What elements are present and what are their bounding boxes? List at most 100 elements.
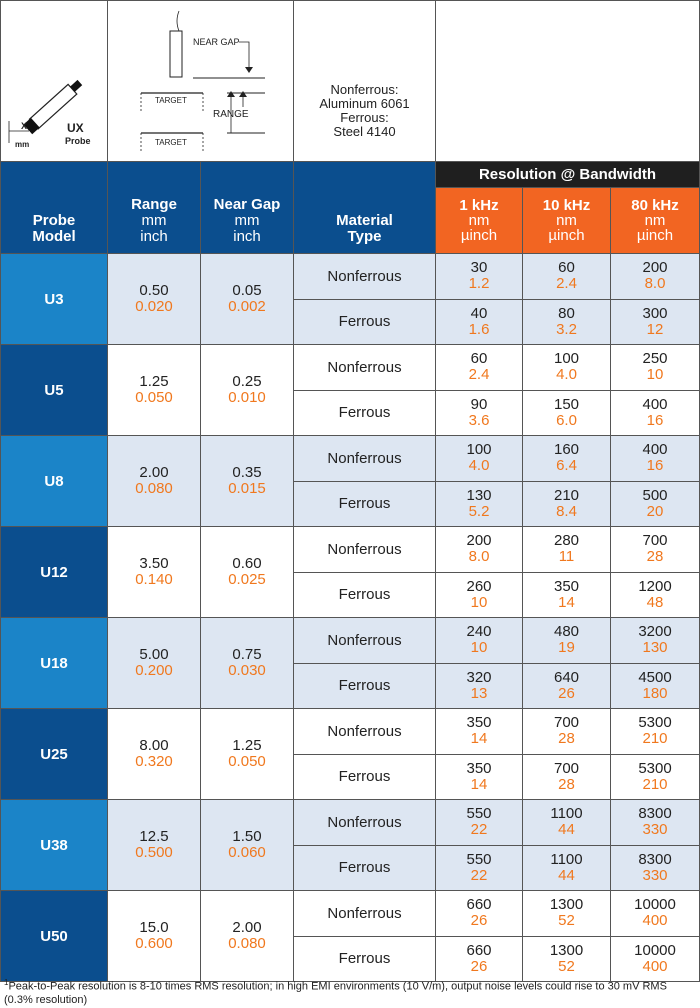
- value-imperial: 0.320: [135, 753, 173, 770]
- value-metric: 1.25: [139, 373, 169, 390]
- value-imperial: 0.050: [228, 753, 266, 770]
- resolution-cell: 1100 44: [522, 844, 611, 891]
- value-metric: 660: [466, 896, 492, 914]
- resolution-cell: 1200 48: [609, 571, 700, 618]
- value-imperial: 10: [646, 366, 664, 384]
- resolution-cell: 10000 400: [609, 890, 700, 937]
- range-cell: 3.50 0.140: [107, 526, 201, 618]
- col-near-gap: Near Gap mm inch: [200, 161, 294, 254]
- range-cell: 2.00 0.080: [107, 435, 201, 527]
- near-gap-cell: 1.25 0.050: [200, 708, 294, 800]
- freq-unit-uinch: µinch: [548, 227, 585, 244]
- resolution-cell: 250 10: [609, 344, 700, 391]
- resolution-cell: 150 6.0: [522, 389, 611, 436]
- resolution-cell: 200 8.0: [609, 253, 700, 300]
- value-metric: 5300: [638, 714, 672, 732]
- near-gap-cell: 0.25 0.010: [200, 344, 294, 436]
- material-cell: Nonferrous: [293, 344, 436, 391]
- probe-model-cell: U3: [0, 253, 108, 345]
- col-material: Material Type: [293, 161, 436, 254]
- value-metric: 80: [558, 304, 575, 322]
- value-imperial: 0.060: [228, 844, 266, 861]
- value-metric: 0.75: [232, 646, 262, 663]
- value-metric: 0.25: [232, 373, 262, 390]
- footnote-text: Peak-to-Peak resolution is 8-10 times RM…: [4, 980, 667, 1006]
- material-cell: Ferrous: [293, 389, 436, 436]
- range-cell: 8.00 0.320: [107, 708, 201, 800]
- material-note-line1: Nonferrous:: [330, 82, 399, 97]
- target-label-2: TARGET: [155, 138, 187, 147]
- value-metric: 1300: [549, 896, 584, 914]
- table-row: U12 3.50 0.140 0.60 0.025 Nonferrous 200 8.0 280…: [0, 526, 700, 618]
- resolution-cell: 240 10: [435, 617, 523, 664]
- freq-unit-uinch: µinch: [636, 227, 674, 244]
- value-metric: 130: [466, 486, 492, 504]
- gap-diagram-cell: NEAR GAP TARGET RANGE: [107, 0, 294, 162]
- material-cell: Nonferrous: [293, 708, 436, 755]
- value-imperial: 0.140: [135, 571, 173, 588]
- value-metric: 250: [642, 350, 668, 368]
- value-metric: 90: [470, 395, 488, 413]
- resolution-cell: 10000 400: [609, 935, 700, 982]
- resolution-cell: 60 2.4: [522, 253, 611, 300]
- value-imperial: 20: [646, 502, 664, 520]
- range-label: RANGE: [213, 109, 249, 120]
- material-cell: Nonferrous: [293, 890, 436, 937]
- value-metric: 200: [466, 532, 492, 550]
- value-imperial: 210: [642, 775, 668, 793]
- value-metric: 30: [470, 259, 488, 277]
- value-imperial: 19: [558, 639, 575, 657]
- range-cell: 5.00 0.200: [107, 617, 201, 709]
- table-row: U25 8.00 0.320 1.25 0.050 Nonferrous 350 14 700 2…: [0, 708, 700, 800]
- table-row: Ferrous 90 3.6 150 6.0 400 16: [1, 389, 700, 436]
- value-imperial: 130: [642, 639, 668, 657]
- value-metric: 2.00: [139, 464, 169, 481]
- value-metric: 160: [553, 441, 580, 459]
- value-imperial: 0.050: [135, 389, 173, 406]
- table-row: U18 5.00 0.200 0.75 0.030 Nonferrous 240 10 480 1…: [0, 617, 700, 709]
- probe-diagram-cell: X mm UX Probe: [0, 0, 108, 162]
- value-metric: 1.25: [232, 737, 262, 754]
- resolution-cell: 350 14: [522, 571, 611, 618]
- resolution-cell: 5300 210: [609, 708, 700, 755]
- col-range-unit-mm: mm: [141, 212, 167, 229]
- table-row: Ferrous 660 26 1300 52 10000 400: [1, 935, 700, 982]
- value-imperial: 330: [642, 821, 668, 839]
- value-metric: 240: [466, 623, 492, 641]
- value-imperial: 400: [642, 912, 668, 930]
- resolution-cell: 40 1.6: [435, 298, 523, 345]
- near-gap-cell: 0.05 0.002: [200, 253, 294, 345]
- table-row: Ferrous 130 5.2 210 8.4 500 20: [1, 480, 700, 527]
- value-imperial: 2.4: [556, 275, 577, 293]
- value-imperial: 2.4: [468, 366, 490, 384]
- value-metric: 400: [642, 395, 668, 413]
- value-imperial: 26: [470, 957, 488, 975]
- value-imperial: 1.6: [468, 320, 490, 338]
- material-note-cell: Nonferrous: Aluminum 6061 Ferrous: Steel…: [293, 0, 436, 162]
- value-metric: 660: [466, 941, 492, 959]
- value-metric: 5300: [638, 759, 672, 777]
- value-metric: 0.60: [232, 555, 262, 572]
- value-imperial: 6.4: [556, 457, 577, 475]
- gap-diagram: NEAR GAP TARGET RANGE: [140, 10, 265, 151]
- value-imperial: 0.600: [135, 935, 173, 952]
- near-gap-cell: 0.75 0.030: [200, 617, 294, 709]
- near-gap-cell: 0.35 0.015: [200, 435, 294, 527]
- spec-table: X mm UX Probe NEAR GAP TARGET: [0, 0, 700, 982]
- resolution-cell: 5300 210: [609, 753, 700, 800]
- range-cell: 15.0 0.600: [107, 890, 201, 982]
- value-metric: 280: [553, 532, 580, 550]
- value-imperial: 330: [642, 866, 668, 884]
- material-note-line3: Ferrous:: [340, 110, 389, 125]
- value-imperial: 28: [558, 775, 575, 793]
- range-cell: 12.5 0.500: [107, 799, 201, 891]
- resolution-cell: 1300 52: [522, 935, 611, 982]
- material-cell: Ferrous: [293, 662, 436, 709]
- value-metric: 5.00: [139, 646, 169, 663]
- value-metric: 10000: [634, 896, 676, 914]
- value-imperial: 28: [646, 548, 664, 566]
- probe-model-cell: U8: [0, 435, 108, 527]
- value-imperial: 3.6: [468, 411, 490, 429]
- near-gap-cell: 0.60 0.025: [200, 526, 294, 618]
- probe-label: UX: [67, 121, 84, 135]
